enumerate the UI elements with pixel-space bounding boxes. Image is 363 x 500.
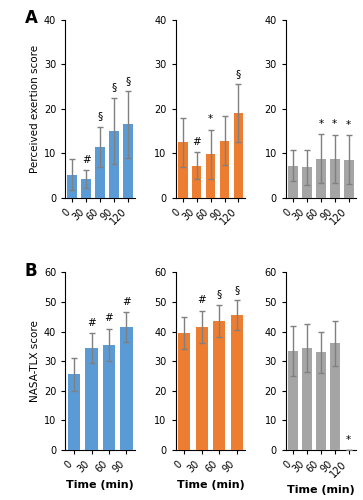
Bar [302,348,312,450]
X-axis label: Time (min): Time (min) [287,484,355,494]
Text: #: # [192,137,201,147]
Bar [178,142,188,198]
X-axis label: Time (min): Time (min) [177,480,244,490]
Bar [220,141,229,198]
Bar [213,321,225,450]
Text: #: # [87,318,96,328]
Bar [344,160,354,198]
Bar [192,166,201,198]
Text: A: A [25,10,38,28]
Bar [330,344,340,450]
Text: *: * [346,434,351,444]
Bar [316,158,326,198]
Bar [316,352,326,450]
Bar [81,179,91,198]
Text: #: # [105,314,113,324]
Bar [206,154,215,198]
Bar [120,327,132,450]
Bar [95,146,105,198]
Text: §: § [126,76,131,86]
Bar [178,333,191,450]
Text: §: § [111,82,117,92]
Y-axis label: NASA-TLX score: NASA-TLX score [30,320,40,402]
Bar [68,174,77,198]
Bar [85,348,98,450]
Bar [123,124,133,198]
Bar [68,374,80,450]
Text: §: § [217,290,222,300]
Bar [288,351,298,450]
Y-axis label: Perceived exertion score: Perceived exertion score [30,45,40,173]
Bar [231,316,243,450]
Text: §: § [234,285,239,295]
Bar [288,166,298,198]
Bar [330,159,340,198]
Text: *: * [208,114,213,124]
Text: *: * [346,120,351,130]
Bar [109,131,119,198]
Text: *: * [318,119,323,129]
Text: #: # [122,297,131,307]
X-axis label: Time (min): Time (min) [66,480,134,490]
Text: #: # [82,155,91,165]
Text: §: § [98,112,103,122]
Bar [103,345,115,450]
Text: B: B [25,262,37,280]
Bar [196,327,208,450]
Bar [302,168,312,198]
Text: *: * [332,120,337,130]
Text: #: # [197,296,206,306]
Bar [233,114,243,198]
Text: §: § [236,69,241,79]
